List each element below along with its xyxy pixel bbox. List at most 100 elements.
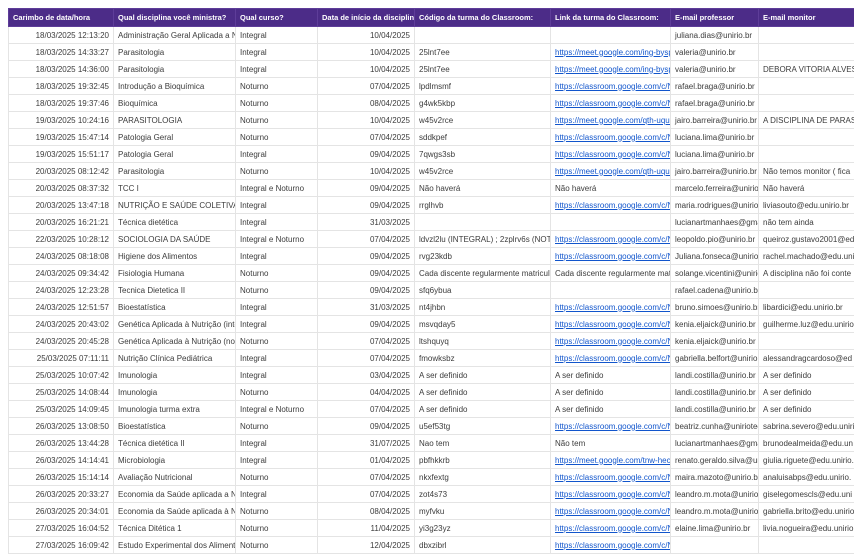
cell-timestamp[interactable]: 20/03/2025 08:37:32 bbox=[8, 179, 114, 197]
classroom-link[interactable]: https://meet.google.com/qth-uqum bbox=[555, 115, 671, 125]
cell-monitor_email[interactable]: livia.nogueira@edu.unirio bbox=[758, 519, 854, 537]
classroom-link[interactable]: https://meet.google.com/ing-bysp- bbox=[555, 64, 671, 74]
cell-start_date[interactable]: 07/04/2025 bbox=[317, 485, 415, 503]
cell-prof_email[interactable]: jairo.barreira@unirio.br bbox=[670, 111, 759, 129]
cell-discipline[interactable]: Economia da Saúde aplicada a Nutri bbox=[113, 485, 236, 503]
cell-course[interactable]: Integral bbox=[235, 26, 318, 44]
cell-discipline[interactable]: Parasitologia bbox=[113, 43, 236, 61]
cell-timestamp[interactable]: 25/03/2025 07:11:11 bbox=[8, 349, 114, 367]
cell-start_date[interactable]: 07/04/2025 bbox=[317, 400, 415, 418]
cell-discipline[interactable]: Imunologia bbox=[113, 383, 236, 401]
cell-monitor_email[interactable]: A DISCIPLINA DE PARAS bbox=[758, 111, 854, 129]
cell-timestamp[interactable]: 26/03/2025 15:14:14 bbox=[8, 468, 114, 486]
cell-prof_email[interactable]: rafael.braga@unirio.br bbox=[670, 77, 759, 95]
cell-monitor_email[interactable]: queiroz.gustavo2001@ed bbox=[758, 230, 854, 248]
cell-discipline[interactable]: Imunologia bbox=[113, 366, 236, 384]
cell-prof_email[interactable]: kenia.eljaick@unirio.br bbox=[670, 315, 759, 333]
cell-link[interactable]: https://classroom.google.com/c/N bbox=[550, 128, 671, 146]
cell-monitor_email[interactable] bbox=[758, 26, 854, 44]
cell-monitor_email[interactable]: A disciplina não foi conte bbox=[758, 264, 854, 282]
cell-code[interactable]: sddkpef bbox=[414, 128, 551, 146]
cell-timestamp[interactable]: 22/03/2025 10:28:12 bbox=[8, 230, 114, 248]
cell-monitor_email[interactable]: libardici@edu.unirio.br bbox=[758, 298, 854, 316]
cell-start_date[interactable]: 07/04/2025 bbox=[317, 332, 415, 350]
cell-discipline[interactable]: Genética Aplicada à Nutrição (notur bbox=[113, 332, 236, 350]
cell-code[interactable]: zot4s73 bbox=[414, 485, 551, 503]
cell-start_date[interactable]: 08/04/2025 bbox=[317, 502, 415, 520]
cell-prof_email[interactable]: renato.geraldo.silva@uni bbox=[670, 451, 759, 469]
cell-prof_email[interactable]: maira.mazoto@unirio.br bbox=[670, 468, 759, 486]
cell-monitor_email[interactable]: liviasouto@edu.unirio.br bbox=[758, 196, 854, 214]
cell-course[interactable]: Noturno bbox=[235, 281, 318, 299]
cell-link[interactable]: https://classroom.google.com/c/N bbox=[550, 502, 671, 520]
cell-prof_email[interactable]: landi.costilla@unirio.br bbox=[670, 366, 759, 384]
cell-course[interactable]: Noturno bbox=[235, 264, 318, 282]
cell-discipline[interactable]: Técnica Ditética 1 bbox=[113, 519, 236, 537]
cell-prof_email[interactable]: gabriella.belfort@unirio.b bbox=[670, 349, 759, 367]
cell-link[interactable]: https://classroom.google.com/c/N bbox=[550, 536, 671, 554]
cell-course[interactable]: Noturno bbox=[235, 128, 318, 146]
cell-link[interactable]: https://meet.google.com/tnw-hecn bbox=[550, 451, 671, 469]
cell-timestamp[interactable]: 19/03/2025 15:51:17 bbox=[8, 145, 114, 163]
classroom-link[interactable]: https://classroom.google.com/c/N bbox=[555, 234, 671, 244]
cell-prof_email[interactable] bbox=[670, 536, 759, 554]
cell-start_date[interactable]: 09/04/2025 bbox=[317, 145, 415, 163]
cell-prof_email[interactable]: rafael.braga@unirio.br bbox=[670, 94, 759, 112]
cell-prof_email[interactable]: valeria@unirio.br bbox=[670, 60, 759, 78]
cell-link[interactable]: https://classroom.google.com/c/N bbox=[550, 230, 671, 248]
cell-monitor_email[interactable]: brunodealmeida@edu.un bbox=[758, 434, 854, 452]
cell-start_date[interactable]: 09/04/2025 bbox=[317, 281, 415, 299]
cell-start_date[interactable]: 09/04/2025 bbox=[317, 417, 415, 435]
cell-start_date[interactable]: 08/04/2025 bbox=[317, 94, 415, 112]
cell-start_date[interactable]: 31/07/2025 bbox=[317, 434, 415, 452]
cell-timestamp[interactable]: 27/03/2025 16:04:52 bbox=[8, 519, 114, 537]
cell-timestamp[interactable]: 20/03/2025 16:21:21 bbox=[8, 213, 114, 231]
cell-discipline[interactable]: Imunologia turma extra bbox=[113, 400, 236, 418]
cell-start_date[interactable]: 07/04/2025 bbox=[317, 349, 415, 367]
cell-course[interactable]: Noturno bbox=[235, 162, 318, 180]
cell-start_date[interactable]: 10/04/2025 bbox=[317, 162, 415, 180]
cell-timestamp[interactable]: 26/03/2025 20:33:27 bbox=[8, 485, 114, 503]
cell-discipline[interactable]: SOCIOLOGIA DA SAÚDE bbox=[113, 230, 236, 248]
cell-course[interactable]: Noturno bbox=[235, 502, 318, 520]
cell-prof_email[interactable]: beatriz.cunha@uniriotec. bbox=[670, 417, 759, 435]
cell-code[interactable]: w45v2rce bbox=[414, 111, 551, 129]
cell-discipline[interactable]: TCC I bbox=[113, 179, 236, 197]
cell-code[interactable]: dbxzibrl bbox=[414, 536, 551, 554]
classroom-link[interactable]: https://classroom.google.com/c/N bbox=[555, 200, 671, 210]
cell-code[interactable]: w45v2rce bbox=[414, 162, 551, 180]
cell-timestamp[interactable]: 26/03/2025 14:14:41 bbox=[8, 451, 114, 469]
cell-link[interactable]: https://classroom.google.com/c/N bbox=[550, 77, 671, 95]
cell-timestamp[interactable]: 24/03/2025 12:51:57 bbox=[8, 298, 114, 316]
cell-monitor_email[interactable] bbox=[758, 43, 854, 61]
cell-prof_email[interactable]: marcelo.ferreira@unirio.b bbox=[670, 179, 759, 197]
classroom-link[interactable]: https://classroom.google.com/c/N bbox=[555, 472, 671, 482]
cell-monitor_email[interactable]: sabrina.severo@edu.uniri bbox=[758, 417, 854, 435]
cell-link[interactable]: https://classroom.google.com/c/N bbox=[550, 332, 671, 350]
cell-code[interactable]: nkxfextg bbox=[414, 468, 551, 486]
cell-code[interactable]: pbfhkkrb bbox=[414, 451, 551, 469]
cell-timestamp[interactable]: 18/03/2025 12:13:20 bbox=[8, 26, 114, 44]
cell-timestamp[interactable]: 18/03/2025 19:32:45 bbox=[8, 77, 114, 95]
cell-monitor_email[interactable]: A ser definido bbox=[758, 383, 854, 401]
classroom-link[interactable]: https://classroom.google.com/c/N bbox=[555, 336, 671, 346]
cell-prof_email[interactable]: juliana.dias@unirio.br bbox=[670, 26, 759, 44]
cell-discipline[interactable]: Parasitologia bbox=[113, 60, 236, 78]
cell-discipline[interactable]: Nutrição Clínica Pediátrica bbox=[113, 349, 236, 367]
cell-course[interactable]: Noturno bbox=[235, 77, 318, 95]
cell-prof_email[interactable]: Juliana.fonseca@unirio.b bbox=[670, 247, 759, 265]
cell-discipline[interactable]: Técnica dietética bbox=[113, 213, 236, 231]
cell-timestamp[interactable]: 25/03/2025 10:07:42 bbox=[8, 366, 114, 384]
cell-monitor_email[interactable]: alessandragcardoso@ed bbox=[758, 349, 854, 367]
cell-start_date[interactable]: 10/04/2025 bbox=[317, 111, 415, 129]
cell-timestamp[interactable]: 24/03/2025 09:34:42 bbox=[8, 264, 114, 282]
cell-timestamp[interactable]: 18/03/2025 14:36:00 bbox=[8, 60, 114, 78]
cell-monitor_email[interactable] bbox=[758, 281, 854, 299]
cell-discipline[interactable]: Avaliação Nutricional bbox=[113, 468, 236, 486]
cell-link[interactable]: https://meet.google.com/qth-uqum bbox=[550, 162, 671, 180]
cell-link[interactable]: https://classroom.google.com/c/N bbox=[550, 94, 671, 112]
cell-prof_email[interactable]: luciana.lima@unirio.br bbox=[670, 128, 759, 146]
cell-course[interactable]: Noturno bbox=[235, 468, 318, 486]
cell-code[interactable]: A ser definido bbox=[414, 366, 551, 384]
cell-monitor_email[interactable]: não tem ainda bbox=[758, 213, 854, 231]
